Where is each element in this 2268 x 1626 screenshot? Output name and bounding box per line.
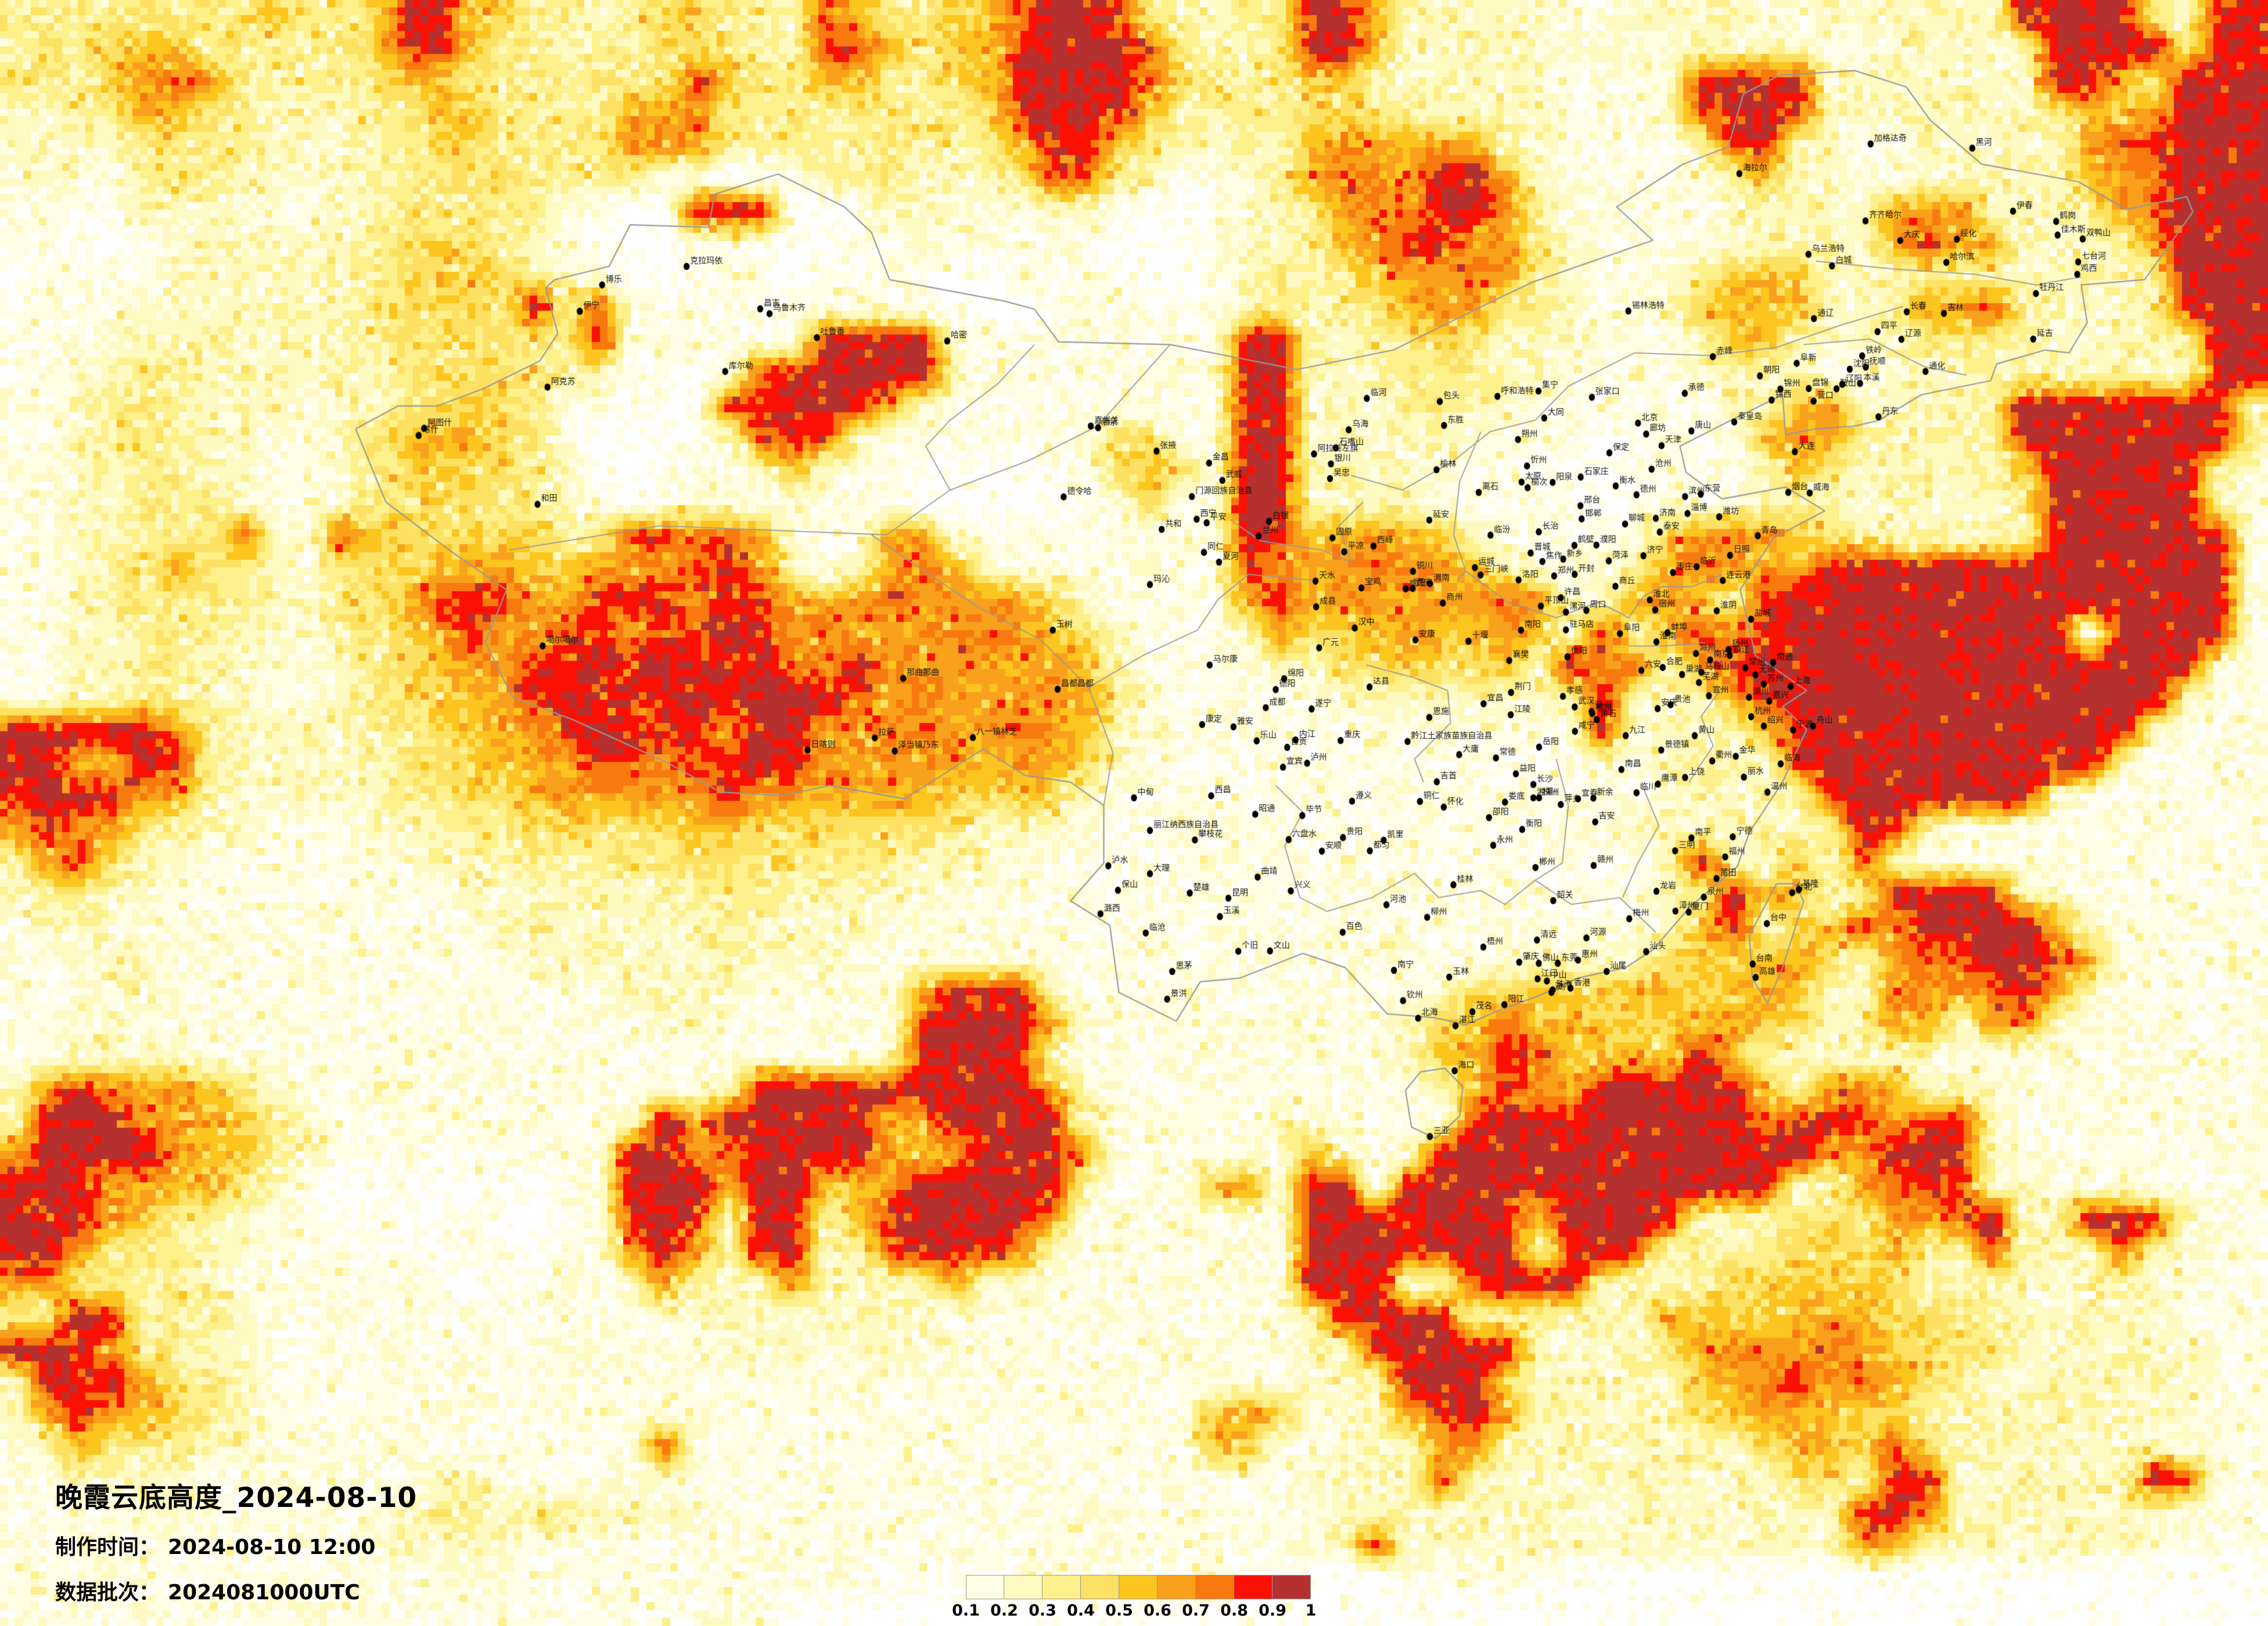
legend-tick: 1 bbox=[1305, 1602, 1317, 1620]
legend-box bbox=[1196, 1575, 1234, 1599]
legend-box bbox=[1081, 1575, 1119, 1599]
legend-box bbox=[1043, 1575, 1081, 1599]
batch-label: 数据批次： bbox=[55, 1581, 160, 1605]
legend-box bbox=[1158, 1575, 1196, 1599]
produce-time-line: 制作时间： 2024-08-10 12:00 bbox=[55, 1530, 417, 1560]
legend-tick: 0.2 bbox=[990, 1602, 1018, 1620]
batch-line: 数据批次： 2024081000UTC bbox=[55, 1575, 417, 1606]
legend-tick: 0.9 bbox=[1259, 1602, 1286, 1620]
legend-color-boxes bbox=[966, 1575, 1330, 1599]
batch-value: 2024081000UTC bbox=[168, 1581, 360, 1605]
legend-tick-labels: 0.1 0.2 0.3 0.4 0.5 0.6 0.7 0.8 0.9 1 bbox=[947, 1602, 1330, 1620]
legend-box bbox=[966, 1575, 1004, 1599]
legend-box bbox=[1004, 1575, 1043, 1599]
legend-tick: 0.3 bbox=[1029, 1602, 1056, 1620]
legend-tick: 0.5 bbox=[1105, 1602, 1133, 1620]
color-legend: 0.1 0.2 0.3 0.4 0.5 0.6 0.7 0.8 0.9 1 bbox=[947, 1575, 1330, 1620]
produce-time-label: 制作时间： bbox=[55, 1535, 160, 1559]
legend-tick: 0.6 bbox=[1144, 1602, 1171, 1620]
legend-tick: 0.1 bbox=[952, 1602, 980, 1620]
legend-box bbox=[1234, 1575, 1273, 1599]
page-title: 晚霞云底高度_2024-08-10 bbox=[55, 1482, 418, 1514]
legend-box bbox=[1273, 1575, 1311, 1599]
produce-time-value: 2024-08-10 12:00 bbox=[168, 1535, 376, 1559]
legend-box bbox=[1119, 1575, 1158, 1599]
legend-tick: 0.4 bbox=[1067, 1602, 1095, 1620]
legend-tick: 0.8 bbox=[1220, 1602, 1248, 1620]
legend-tick: 0.7 bbox=[1182, 1602, 1210, 1620]
title-block: 晚霞云底高度_2024-08-10 制作时间： 2024-08-10 12:00 … bbox=[55, 1475, 417, 1606]
